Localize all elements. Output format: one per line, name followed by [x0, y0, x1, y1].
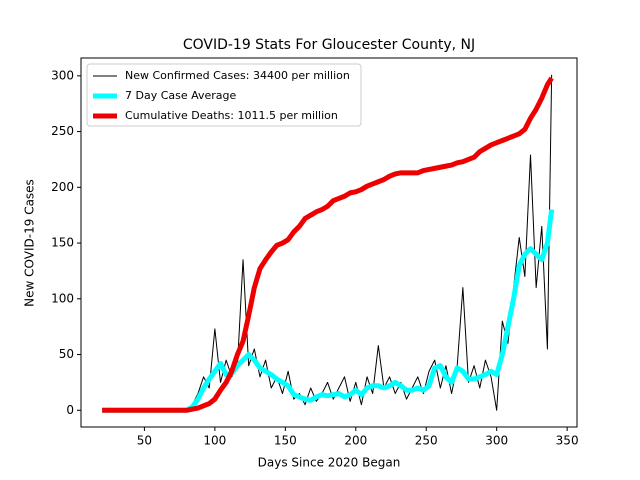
- x-tick-label: 50: [137, 434, 152, 448]
- chart-title: COVID-19 Stats For Gloucester County, NJ: [183, 37, 475, 53]
- x-tick-label: 350: [556, 434, 579, 448]
- y-tick-label: 100: [51, 291, 74, 305]
- x-tick-label: 300: [485, 434, 508, 448]
- y-tick-label: 150: [51, 236, 74, 250]
- y-tick-label: 250: [51, 124, 74, 138]
- y-tick-label: 200: [51, 180, 74, 194]
- y-tick-label: 50: [59, 347, 74, 361]
- x-axis-label: Days Since 2020 Began: [258, 456, 401, 470]
- series-line: [102, 76, 554, 413]
- legend-label: New Confirmed Cases: 34400 per million: [125, 69, 350, 82]
- legend-box: [86, 63, 362, 127]
- legend-label: 7 Day Case Average: [125, 89, 237, 102]
- x-tick-label: 250: [415, 434, 438, 448]
- series-line: [102, 209, 555, 413]
- legend-label: Cumulative Deaths: 1011.5 per million: [125, 109, 338, 122]
- y-axis-label: New COVID-19 Cases: [23, 179, 37, 307]
- x-tick-label: 100: [203, 434, 226, 448]
- y-tick-label: 0: [66, 403, 74, 417]
- x-tick-label: 150: [274, 434, 297, 448]
- y-tick-label: 300: [51, 68, 74, 82]
- x-tick-label: 200: [344, 434, 367, 448]
- plot-frame: [80, 57, 578, 428]
